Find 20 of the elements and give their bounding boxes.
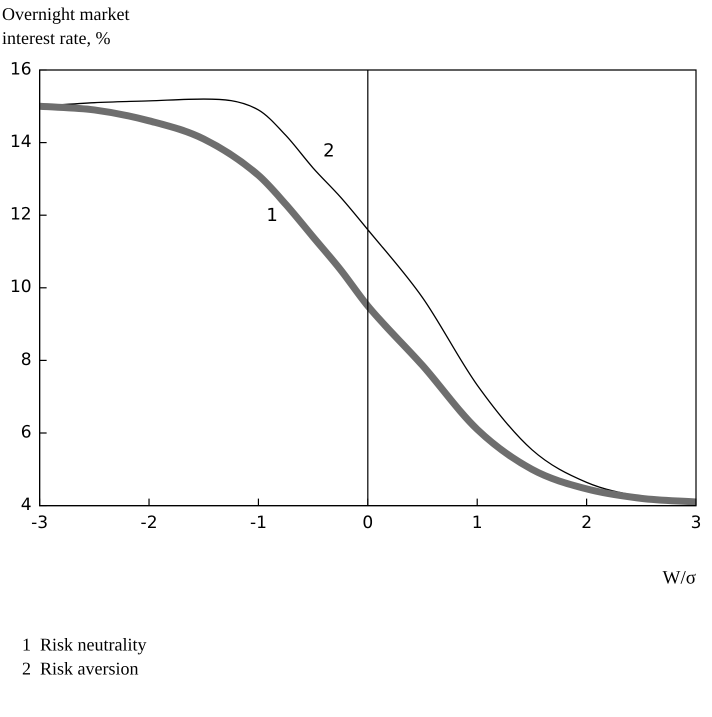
y-tick-label: 6 <box>20 422 32 442</box>
y-tick-label: 8 <box>20 350 32 370</box>
y-tick-label: 12 <box>10 204 32 225</box>
x-tick-label: -2 <box>140 513 158 534</box>
x-axis-title: W/σ <box>662 568 696 589</box>
x-tick-label: 0 <box>362 513 374 534</box>
text: 1 Risk neutrality <box>22 634 146 655</box>
x-tick-label: -3 <box>31 513 48 534</box>
y-tick-label: 14 <box>10 132 32 152</box>
text: 2 Risk aversion <box>22 658 138 679</box>
x-tick-label: 3 <box>690 513 702 534</box>
series-label: 2 <box>323 140 335 162</box>
y-tick-label: 16 <box>10 59 32 80</box>
y-axis-title: Overnight market interest rate, % <box>2 4 130 48</box>
x-tick-label: 2 <box>581 513 592 534</box>
x-tick-label: -1 <box>250 513 267 534</box>
series-label: 1 <box>266 204 278 226</box>
y-tick-label: 4 <box>20 495 32 516</box>
y-tick-label: 10 <box>10 277 32 298</box>
x-tick-label: 1 <box>472 513 483 534</box>
